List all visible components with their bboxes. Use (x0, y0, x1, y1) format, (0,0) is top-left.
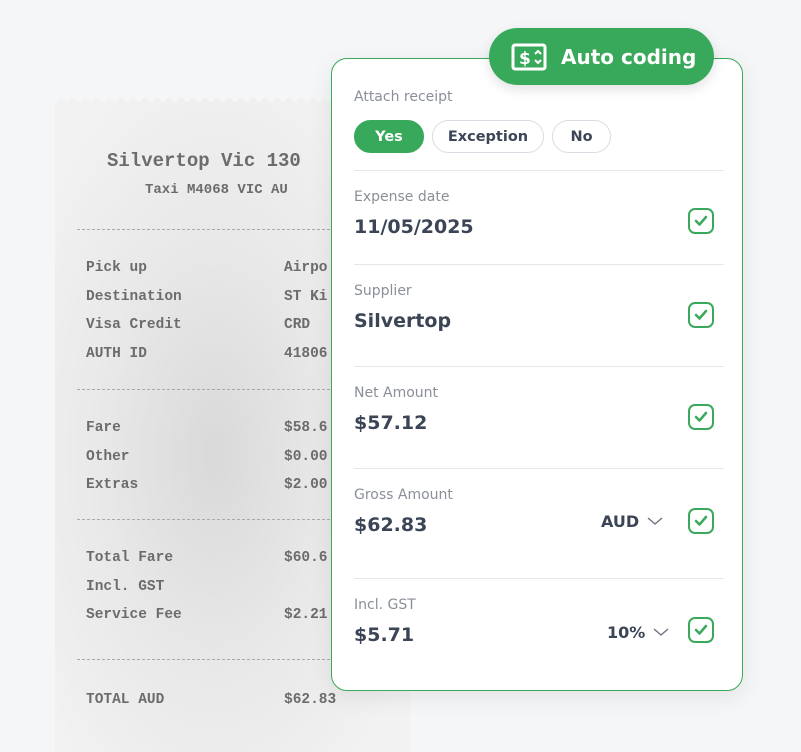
net-amount-label: Net Amount (354, 385, 439, 401)
receipt-label: Other (86, 448, 130, 465)
auto-coding-panel: Attach receipt Yes Exception No Expense … (331, 58, 743, 691)
attach-exception-button[interactable]: Exception (432, 120, 544, 153)
expense-date-value[interactable]: 11/05/2025 (354, 216, 474, 238)
checkbox-checked-icon[interactable] (688, 208, 714, 234)
receipt-row: Fare $58.6 (86, 420, 328, 436)
checkbox-checked-icon[interactable] (688, 617, 714, 643)
receipt-total-row: TOTAL AUD $62.83 (86, 692, 336, 708)
gross-amount-value[interactable]: $62.83 (354, 514, 428, 536)
receipt-label: Incl. GST (86, 578, 165, 595)
divider (77, 229, 410, 230)
supplier-label: Supplier (354, 283, 412, 299)
receipt-subtitle: Taxi M4068 VIC AU (145, 182, 288, 198)
receipt-value: $60.6 (284, 550, 328, 566)
supplier-value[interactable]: Silvertop (354, 310, 452, 332)
receipt-row: Incl. GST (86, 579, 164, 595)
receipt-title: Silvertop Vic 130 (107, 150, 301, 172)
receipt-value: 41806 (284, 346, 328, 363)
gross-amount-label: Gross Amount (354, 487, 453, 503)
receipt-value: $2.00 (284, 477, 328, 494)
supplier-section: Supplier Silvertop (354, 265, 724, 367)
attach-receipt-label: Attach receipt (354, 89, 453, 105)
auto-coding-label: Auto coding (561, 44, 697, 69)
receipt-value: $2.21 (284, 607, 328, 624)
attach-yes-button[interactable]: Yes (354, 120, 424, 153)
receipt-row: Pick up Airpo (86, 260, 328, 276)
auto-coding-badge: $ Auto coding (489, 28, 714, 85)
receipt-row: Service Fee $2.21 (86, 607, 328, 624)
gst-value[interactable]: $5.71 (354, 624, 415, 646)
receipt-value: Airpo (284, 260, 328, 276)
receipt-label: Destination (86, 288, 182, 305)
receipt-value: $62.83 (284, 692, 337, 708)
receipt-torn-edge (55, 92, 410, 102)
receipt-label: Total Fare (86, 550, 174, 566)
divider (77, 389, 410, 390)
receipt-row: Visa Credit CRD (86, 317, 310, 334)
receipt-label: Visa Credit (86, 317, 182, 334)
receipt-row: Extras $2.00 (86, 477, 328, 494)
checkbox-checked-icon[interactable] (688, 302, 714, 328)
attach-no-button[interactable]: No (552, 120, 611, 153)
receipt-value: ST Ki (284, 288, 328, 305)
receipt-row: Other $0.00 (86, 448, 328, 465)
receipt-label: Pick up (86, 260, 147, 276)
expense-date-label: Expense date (354, 189, 450, 205)
net-amount-value[interactable]: $57.12 (354, 412, 428, 434)
chevron-down-icon (653, 628, 669, 636)
receipt-label: Service Fee (86, 607, 182, 624)
receipt-label: TOTAL AUD (86, 692, 165, 708)
gst-rate-dropdown[interactable]: 10% (607, 623, 669, 642)
checkbox-checked-icon[interactable] (688, 404, 714, 430)
receipt-row: AUTH ID 41806 (86, 346, 328, 363)
receipt-value: $58.6 (284, 420, 328, 436)
receipt-label: AUTH ID (86, 346, 147, 363)
net-amount-section: Net Amount $57.12 (354, 367, 724, 469)
gst-rate-value: 10% (607, 623, 646, 642)
receipt-row: Destination ST Ki (86, 288, 328, 305)
gross-amount-section: Gross Amount $62.83 AUD (354, 469, 724, 579)
receipt-value: CRD (284, 317, 311, 334)
gst-section: Incl. GST $5.71 10% (354, 579, 724, 689)
chevron-down-icon (647, 517, 663, 525)
gst-label: Incl. GST (354, 597, 416, 613)
receipt-value: $0.00 (284, 448, 328, 465)
dollar-sort-icon: $ (511, 43, 547, 70)
receipt-label: Fare (86, 420, 121, 436)
divider (77, 659, 410, 660)
attach-receipt-section: Attach receipt Yes Exception No (354, 59, 724, 171)
currency-value: AUD (601, 512, 640, 531)
expense-date-section: Expense date 11/05/2025 (354, 171, 724, 265)
receipt-label: Extras (86, 477, 139, 494)
divider (77, 519, 410, 520)
currency-dropdown[interactable]: AUD (601, 512, 663, 531)
receipt-row: Total Fare $60.6 (86, 550, 328, 566)
checkbox-checked-icon[interactable] (688, 508, 714, 534)
svg-text:$: $ (519, 49, 531, 69)
